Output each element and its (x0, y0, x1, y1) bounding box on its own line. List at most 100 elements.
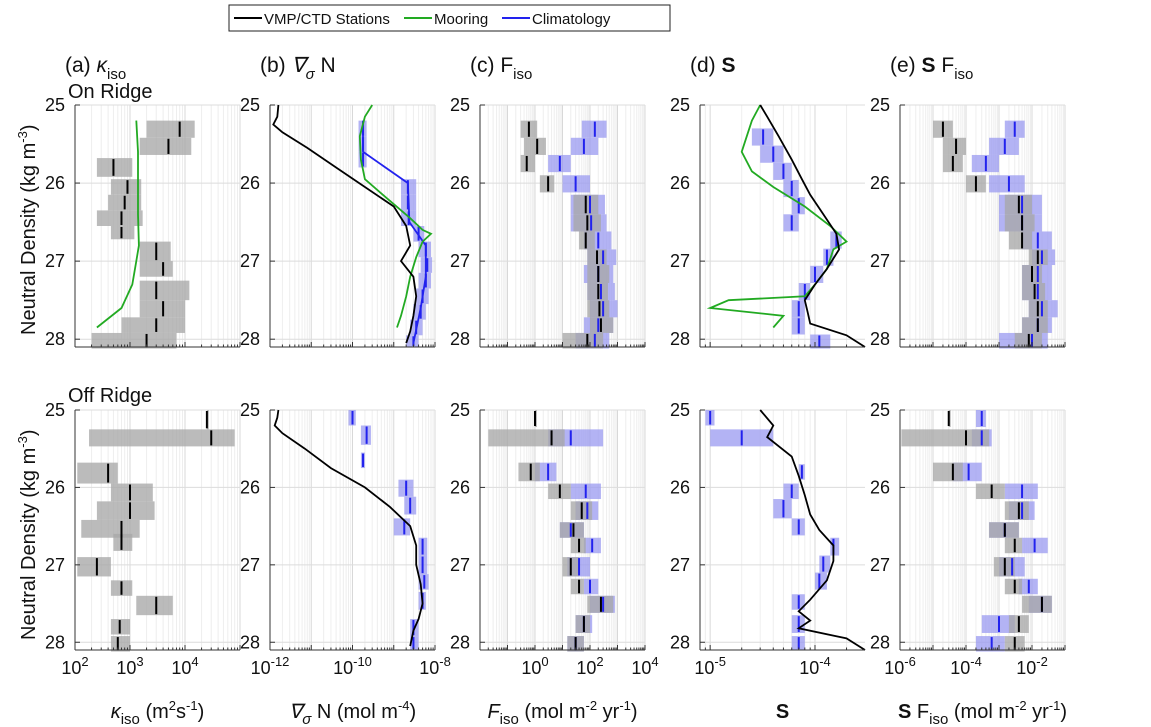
climatology-range-box (989, 175, 1025, 193)
station-range-box (975, 483, 1005, 500)
panel-title-prefix: (e) (890, 54, 922, 77)
station-range-box (110, 226, 135, 240)
y-tick-label: 28 (670, 632, 690, 652)
y-tick-label: 28 (240, 329, 260, 349)
x-tick-exponent: -8 (439, 654, 451, 669)
panel-c-on: 25 26 27 28 (450, 95, 646, 349)
panel-title-a: (a) κiso (65, 54, 126, 83)
station-range-box (110, 636, 130, 652)
xlabel-mid: s (176, 701, 186, 723)
vmp-ctd-line (759, 104, 866, 348)
climatology-range-box (830, 537, 840, 556)
panel-d-on: 25 26 27 28 (670, 95, 866, 349)
x-tick-label: 100 (521, 654, 548, 678)
panel-title-rest: F (936, 54, 955, 77)
xlabel-end: ) (198, 701, 205, 723)
y-tick-label: 28 (450, 632, 470, 652)
station-range-box (942, 137, 966, 155)
y-tick-label: 27 (240, 555, 260, 575)
x-axis-label-e: S Fiso (mol m-2 yr-1) (898, 698, 1067, 727)
panel-title-d: (d) S (690, 54, 736, 77)
xlabel-rest: (mol m (948, 701, 1015, 723)
x-tick-exponent: 4 (191, 654, 198, 669)
y-tick-label: 28 (870, 329, 890, 349)
station-range-box (139, 137, 192, 155)
y-tick-label: 25 (870, 95, 890, 115)
x-tick-label: 10-2 (1016, 654, 1048, 678)
station-range-box (1004, 578, 1023, 595)
panel-title-prefix: (d) (690, 54, 722, 77)
x-axis-label-c: Fiso (mol m-2 yr-1) (487, 698, 637, 727)
panel-e-on: 25 26 27 28 (870, 95, 1066, 349)
ylabel-top-text: Neutral Density (kg m (18, 143, 40, 335)
xlabel-bold: S (898, 701, 911, 723)
x-tick-label: 10-8 (419, 654, 451, 678)
panel-title-sub: iso (107, 66, 126, 83)
x-tick-label: 10-6 (884, 654, 916, 678)
xlabel-sup2: -1 (1049, 698, 1061, 713)
x-tick-exponent: 3 (136, 654, 143, 669)
station-range-box (524, 137, 546, 155)
y-tick-label: 26 (670, 477, 690, 497)
panel-title-symbol: ∇ (292, 54, 310, 77)
station-range-box (91, 332, 177, 349)
y-tick-label: 26 (670, 173, 690, 193)
y-tick-label: 26 (45, 477, 65, 497)
xlabel-end: ) (410, 701, 417, 723)
x-tick-base: 10 (631, 658, 651, 678)
y-tick-label: 28 (450, 329, 470, 349)
station-range-box (587, 300, 610, 318)
panel-title-rest: N (315, 54, 336, 77)
y-tick-label: 27 (450, 555, 470, 575)
y-tick-label: 27 (670, 555, 690, 575)
xlabel-sup1: -4 (398, 698, 410, 713)
xlabel-rest: (mol m (519, 701, 586, 723)
ylabel-top: Neutral Density (kg m-3) (15, 124, 40, 335)
ylabel-bottom-text: Neutral Density (kg m (18, 448, 40, 640)
xlabel-sup2: -1 (186, 698, 198, 713)
mooring-line (358, 104, 433, 328)
panel-title-prefix: (b) (260, 54, 292, 77)
station-range-box (121, 317, 185, 333)
panel-title-prefix: (c) F (470, 54, 513, 77)
station-range-box (901, 429, 990, 447)
y-tick-label: 25 (45, 400, 65, 420)
station-range-box (488, 429, 565, 447)
xlabel-sub: iso (929, 711, 948, 727)
station-range-box (96, 158, 133, 177)
legend-box (228, 4, 671, 32)
xlabel-end: ) (631, 701, 638, 723)
climatology-range-box (760, 145, 784, 163)
station-range-box (96, 210, 143, 226)
xlabel-sub: iso (500, 711, 519, 727)
x-tick-label: 102 (61, 654, 88, 678)
y-tick-label: 26 (45, 173, 65, 193)
panel-title-bold: S (922, 54, 936, 77)
station-range-box (575, 615, 590, 633)
climatology-range-box (393, 518, 411, 536)
xlabel-sup1: -2 (1015, 698, 1027, 713)
xlabel-mid: yr (1027, 701, 1050, 723)
station-range-box (933, 462, 963, 482)
legend-label-mooring: Mooring (434, 11, 488, 28)
station-range-box (136, 595, 173, 616)
x-tick-base: 10 (576, 658, 596, 678)
x-tick-label: 10-4 (950, 654, 982, 678)
x-tick-exponent: -2 (1036, 654, 1048, 669)
station-range-box (559, 522, 584, 538)
x-tick-label: 104 (171, 654, 198, 678)
climatology-range-box (975, 636, 1005, 652)
x-tick-base: 10 (251, 658, 271, 678)
station-range-box (96, 501, 155, 520)
xlabel-sub: iso (121, 711, 140, 727)
mooring-line (706, 104, 848, 329)
y-tick-label: 28 (240, 632, 260, 652)
x-tick-exponent: 2 (596, 654, 603, 669)
y-tick-label: 25 (450, 400, 470, 420)
x-tick-exponent: 2 (81, 654, 88, 669)
x-tick-exponent: 0 (541, 654, 548, 669)
y-tick-label: 26 (240, 477, 260, 497)
